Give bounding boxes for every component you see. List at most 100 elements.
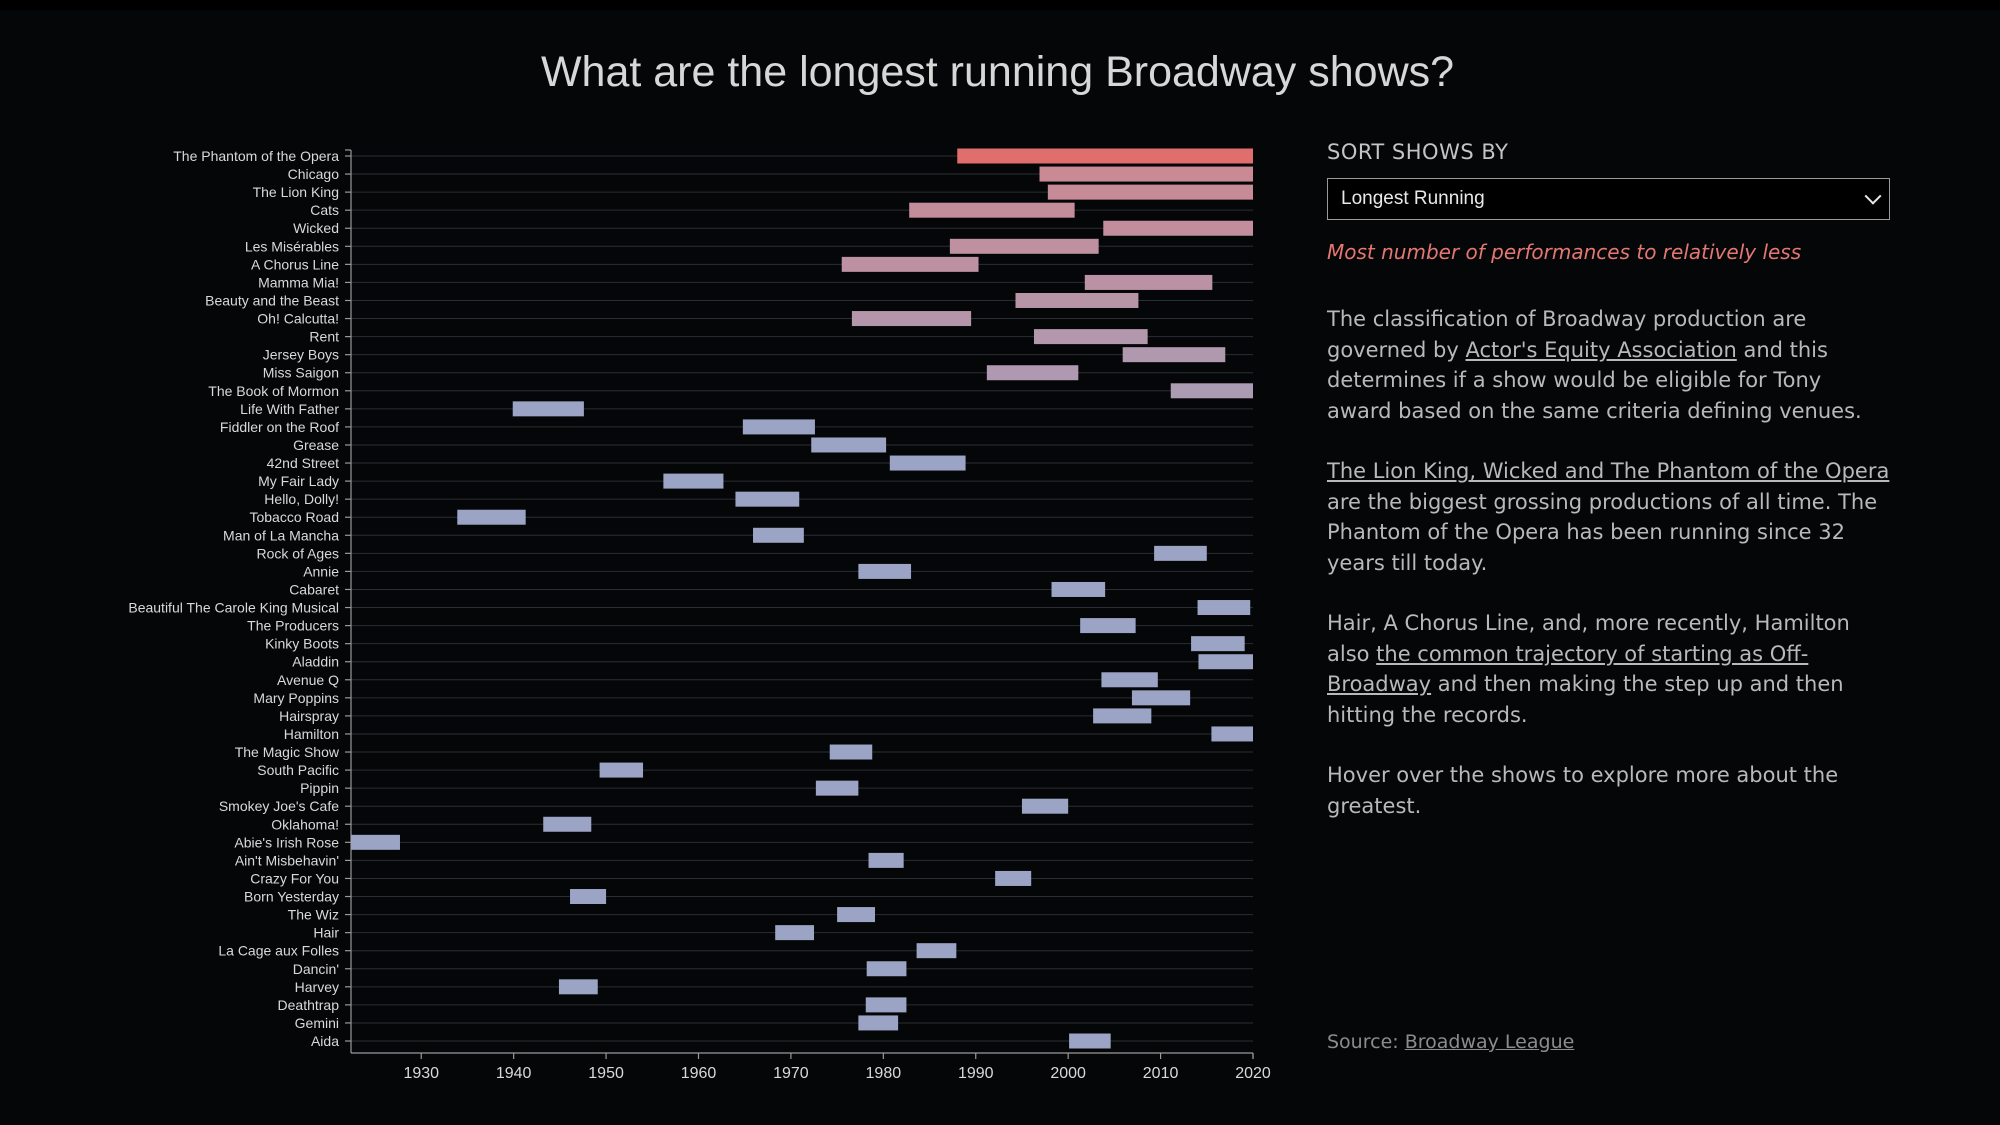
y-tick-label: Jersey Boys: [263, 347, 339, 363]
show-bar[interactable]: [837, 907, 876, 923]
show-bar[interactable]: [351, 834, 400, 850]
y-tick-label: Rent: [309, 329, 339, 345]
y-tick-label: Smokey Joe's Cafe: [219, 798, 339, 814]
show-bar[interactable]: [815, 780, 859, 796]
show-bar[interactable]: [1198, 654, 1253, 670]
show-bar[interactable]: [775, 925, 815, 941]
show-bar[interactable]: [1211, 726, 1253, 742]
show-bar[interactable]: [811, 437, 887, 453]
y-tick-label: The Phantom of the Opera: [173, 148, 339, 164]
y-tick-label: Tobacco Road: [249, 509, 339, 525]
show-bar[interactable]: [1084, 274, 1213, 290]
show-bar[interactable]: [558, 979, 598, 995]
off-broadway-link[interactable]: the common trajectory of starting as Off…: [1327, 641, 1809, 697]
y-tick-label: Born Yesterday: [244, 889, 339, 905]
y-tick-label: Life With Father: [240, 401, 339, 417]
show-bar[interactable]: [829, 744, 873, 760]
show-bar[interactable]: [735, 491, 800, 507]
show-bar[interactable]: [1069, 1033, 1111, 1049]
y-tick-label: Kinky Boots: [265, 636, 339, 652]
show-bar[interactable]: [599, 762, 644, 778]
show-bar[interactable]: [753, 527, 804, 543]
p1-text-a: The classification of Broadway productio…: [1327, 307, 1807, 362]
show-bar[interactable]: [1047, 184, 1253, 200]
y-tick-label: Grease: [293, 437, 339, 453]
show-bar[interactable]: [1033, 329, 1148, 345]
p3-text-b: and then making the step up and then hit…: [1327, 672, 1844, 727]
show-bar[interactable]: [1093, 708, 1152, 724]
sort-select[interactable]: Longest Running: [1327, 178, 1890, 220]
show-bar[interactable]: [841, 256, 979, 272]
y-tick-label: Cats: [310, 202, 339, 218]
show-bar[interactable]: [663, 473, 724, 489]
show-bar[interactable]: [1015, 292, 1139, 308]
show-bar[interactable]: [1170, 383, 1253, 399]
show-bar[interactable]: [995, 870, 1032, 886]
broadway-league-link[interactable]: Broadway League: [1404, 1031, 1575, 1053]
show-bar[interactable]: [1051, 581, 1106, 597]
y-tick-label: The Producers: [247, 618, 339, 634]
show-bar[interactable]: [909, 202, 1075, 218]
show-bar[interactable]: [858, 1015, 899, 1031]
y-tick-label: My Fair Lady: [258, 473, 339, 489]
y-tick-label: Fiddler on the Roof: [220, 419, 339, 435]
show-bar[interactable]: [1131, 690, 1191, 706]
show-bar[interactable]: [916, 943, 957, 959]
source-label: Source:: [1327, 1031, 1405, 1053]
show-bar[interactable]: [512, 401, 584, 417]
show-bar[interactable]: [868, 852, 904, 868]
y-tick-label: Mamma Mia!: [258, 274, 339, 290]
y-tick-label: Oklahoma!: [271, 816, 339, 832]
y-tick-label: Pippin: [300, 780, 339, 796]
sort-select-value: Longest Running: [1341, 188, 1485, 209]
show-bar[interactable]: [1080, 618, 1136, 634]
show-bar[interactable]: [1021, 798, 1069, 814]
y-tick-label: Beauty and the Beast: [205, 292, 339, 308]
x-tick-label: 1960: [681, 1065, 717, 1082]
x-tick-label: 1980: [866, 1065, 902, 1082]
p2-text: are the biggest grossing productions of …: [1327, 489, 1878, 575]
show-bar[interactable]: [949, 238, 1099, 254]
show-bar[interactable]: [457, 509, 526, 525]
show-bar[interactable]: [1039, 166, 1253, 182]
y-tick-label: South Pacific: [257, 762, 339, 778]
x-tick-label: 1940: [496, 1065, 532, 1082]
y-tick-label: Mary Poppins: [253, 690, 339, 706]
y-tick-label: The Wiz: [288, 907, 339, 923]
top-grossing-link[interactable]: The Lion King, Wicked and The Phantom of…: [1327, 459, 1890, 483]
show-bar[interactable]: [1191, 636, 1245, 652]
y-tick-label: Hello, Dolly!: [264, 491, 339, 507]
page-title: What are the longest running Broadway sh…: [540, 48, 1455, 96]
show-bar[interactable]: [865, 997, 907, 1013]
show-bar[interactable]: [742, 419, 815, 435]
show-bar[interactable]: [851, 311, 972, 327]
x-tick-label: 2000: [1050, 1065, 1086, 1082]
y-tick-label: The Lion King: [253, 184, 339, 200]
show-bar[interactable]: [889, 455, 966, 471]
show-bar[interactable]: [543, 816, 592, 832]
actors-equity-link[interactable]: Actor's Equity Association: [1465, 337, 1737, 362]
show-bar[interactable]: [570, 889, 607, 905]
broadway-gantt-chart: The Phantom of the Opera Chicago The Lion …: [128, 148, 1271, 1082]
y-tick-label: Oh! Calcutta!: [257, 311, 339, 327]
y-tick-label: Miss Saigon: [263, 365, 339, 381]
y-tick-label: Dancin': [293, 961, 339, 977]
y-tick-label: Cabaret: [289, 581, 339, 597]
show-bar[interactable]: [1103, 220, 1253, 236]
show-bar[interactable]: [1197, 600, 1251, 616]
show-bar[interactable]: [986, 365, 1079, 381]
show-bar[interactable]: [957, 148, 1253, 164]
show-bar[interactable]: [1122, 347, 1226, 363]
x-tick-label: 1970: [773, 1065, 809, 1082]
source-note: Source: Broadway League: [1327, 1031, 1574, 1053]
y-tick-label: Crazy For You: [250, 870, 339, 886]
show-bar[interactable]: [1101, 672, 1158, 688]
y-tick-label: Gemini: [295, 1015, 339, 1031]
show-bar[interactable]: [1154, 545, 1207, 561]
x-tick-label: 1950: [588, 1065, 624, 1082]
y-tick-label: Hamilton: [284, 726, 339, 742]
show-bar[interactable]: [858, 563, 912, 579]
show-bar[interactable]: [866, 961, 907, 977]
y-tick-label: The Magic Show: [235, 744, 340, 760]
